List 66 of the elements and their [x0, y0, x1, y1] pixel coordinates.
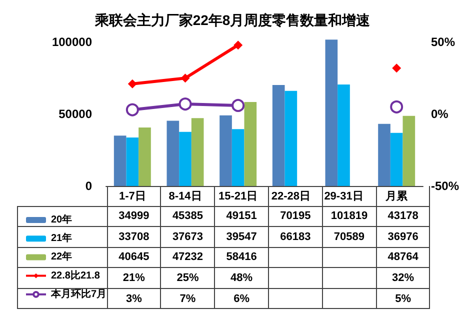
point — [392, 64, 402, 73]
bar — [272, 85, 285, 186]
point — [232, 98, 245, 112]
y2-tick-label: -50% — [431, 179, 460, 193]
y2-tick-label: 50% — [431, 35, 456, 50]
x-tick-label: 22-28日 — [271, 190, 310, 202]
bar — [191, 118, 204, 186]
data-label: 58416 — [214, 247, 268, 268]
x-tick-label: 29-31日 — [324, 190, 364, 202]
y-tick-label: 100000 — [52, 35, 92, 50]
bar — [402, 116, 416, 186]
point — [234, 40, 243, 50]
bar — [126, 138, 139, 186]
data-label: 101819 — [322, 206, 376, 227]
data-label: 45385 — [160, 206, 215, 227]
point — [178, 98, 192, 111]
legend-label: 本月环比7月 — [50, 288, 107, 300]
data-label: 37673 — [160, 226, 215, 248]
bar — [220, 115, 232, 186]
data-label: 36976 — [376, 226, 430, 248]
data-label: 21% — [107, 268, 161, 288]
data-label: 7% — [160, 288, 215, 309]
x-tick-label: 8-14日 — [168, 190, 202, 202]
data-label: 66183 — [268, 226, 322, 248]
data-label: 49151 — [214, 206, 268, 227]
legend-label: 21年 — [51, 232, 72, 244]
bar — [284, 90, 298, 186]
x-tick-label: 1-7日 — [118, 190, 146, 202]
bar — [232, 129, 244, 186]
data-label: 48764 — [376, 247, 430, 268]
y-tick-label: 50000 — [58, 107, 92, 122]
data-label: 25% — [160, 268, 215, 288]
bar — [179, 132, 192, 186]
bar — [138, 128, 151, 186]
data-label: 40645 — [107, 247, 161, 268]
data-label: 34999 — [107, 206, 161, 227]
data-label: 3% — [107, 288, 161, 309]
data-label: 6% — [214, 288, 268, 309]
data-label: 43178 — [376, 206, 430, 227]
data-label: 33708 — [107, 226, 161, 248]
bar — [390, 132, 403, 186]
legend-label: 20年 — [51, 214, 72, 226]
bar — [166, 120, 180, 186]
y2-tick-label: 0% — [431, 107, 449, 122]
data-label: 5% — [376, 288, 430, 309]
bar — [325, 40, 338, 186]
bar — [338, 84, 350, 186]
bar — [244, 102, 257, 186]
bar — [114, 136, 126, 186]
x-tick-label: 月累 — [384, 190, 409, 202]
point — [126, 103, 139, 116]
y-tick-label: 0 — [85, 179, 92, 193]
x-tick-label: 15-21日 — [218, 190, 258, 202]
chart-title: 乘联会主力厂家22年8月周度零售数量和增速 — [94, 12, 372, 28]
legend-label: 22年 — [51, 250, 72, 263]
data-label: 32% — [376, 268, 430, 288]
point — [390, 100, 404, 114]
data-label: 39547 — [214, 226, 268, 248]
point — [128, 79, 137, 88]
data-label: 70589 — [322, 226, 376, 248]
data-label: 47232 — [160, 247, 215, 268]
data-label: 70195 — [268, 206, 322, 227]
data-label: 48% — [214, 268, 268, 288]
legend-label: 22.8比21.8 — [51, 269, 100, 282]
point — [180, 74, 190, 83]
bar — [378, 124, 390, 186]
